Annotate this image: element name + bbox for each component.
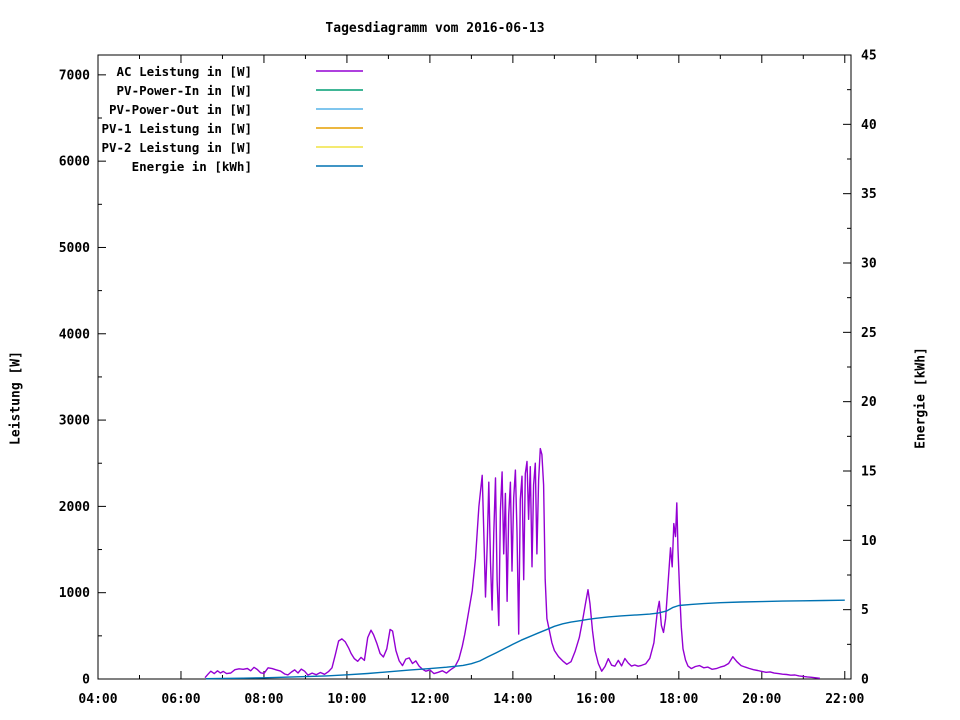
y-left-tick-label: 7000: [59, 68, 90, 83]
y-left-tick-label: 6000: [59, 155, 90, 170]
y-right-tick-label: 30: [861, 257, 877, 272]
legend-item-label: AC Leistung in [W]: [117, 64, 252, 79]
y-right-tick-label: 35: [861, 187, 877, 202]
y-left-tick-label: 2000: [59, 500, 90, 515]
x-tick-label: 18:00: [659, 692, 698, 707]
y-right-tick-label: 15: [861, 465, 877, 480]
y-right-tick-label: 20: [861, 395, 877, 410]
legend-item-label: PV-Power-In in [W]: [117, 83, 252, 98]
series-energie-in-kwh: [205, 599, 845, 680]
y-left-tick-label: 4000: [59, 327, 90, 342]
chart-title: Tagesdiagramm vom 2016-06-13: [325, 21, 545, 36]
x-tick-label: 16:00: [576, 692, 615, 707]
x-tick-label: 10:00: [327, 692, 366, 707]
y-left-tick-label: 0: [82, 673, 90, 688]
series-ac-leistung-in-w: [204, 447, 820, 679]
y-left-tick-label: 5000: [59, 241, 90, 256]
x-tick-label: 12:00: [410, 692, 449, 707]
y-left-tick-label: 3000: [59, 414, 90, 429]
legend-item-label: PV-1 Leistung in [W]: [101, 121, 252, 136]
x-tick-label: 06:00: [161, 692, 200, 707]
y-right-tick-label: 5: [861, 603, 869, 618]
y-right-tick-label: 10: [861, 534, 877, 549]
x-tick-label: 14:00: [493, 692, 532, 707]
y-right-tick-label: 0: [861, 673, 869, 688]
x-tick-label: 20:00: [742, 692, 781, 707]
y-right-tick-label: 45: [861, 49, 877, 64]
legend-item-label: PV-Power-Out in [W]: [109, 102, 252, 117]
y-left-tick-label: 1000: [59, 586, 90, 601]
legend-item-label: PV-2 Leistung in [W]: [101, 140, 252, 155]
x-tick-label: 08:00: [244, 692, 283, 707]
legend-item-label: Energie in [kWh]: [132, 159, 252, 174]
x-tick-label: 22:00: [825, 692, 864, 707]
y-right-tick-label: 40: [861, 118, 877, 133]
y-right-tick-label: 25: [861, 326, 877, 341]
x-tick-label: 04:00: [78, 692, 117, 707]
